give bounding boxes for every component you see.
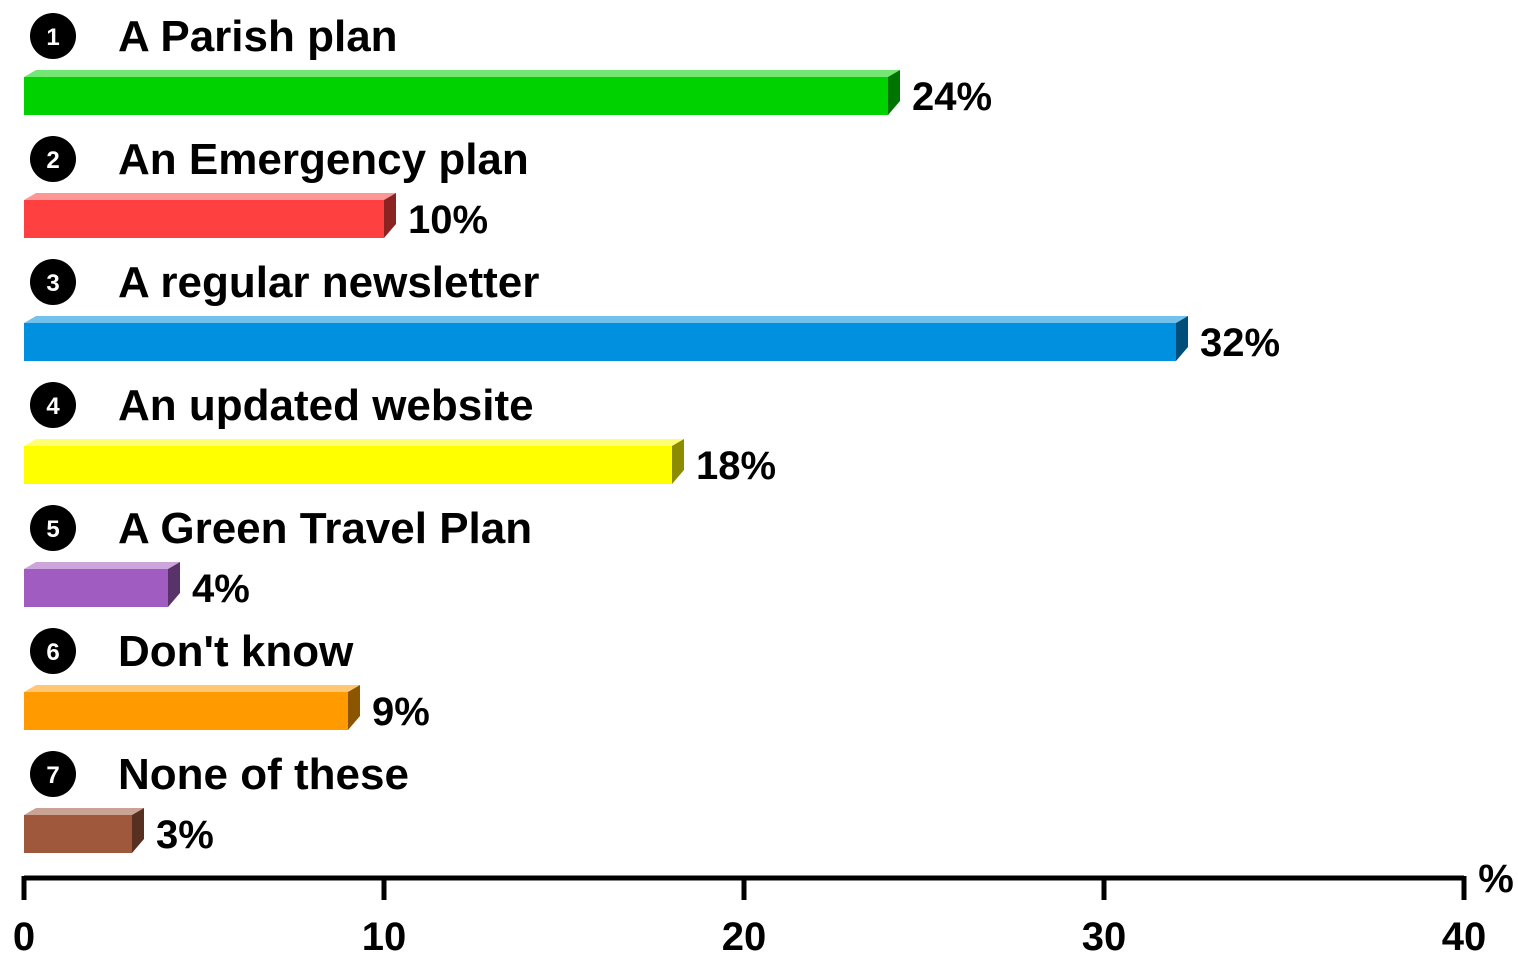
bar-side-face	[348, 685, 360, 730]
category-label: A Green Travel Plan	[118, 504, 532, 553]
value-label: 3%	[156, 813, 214, 857]
category-label: A Parish plan	[118, 12, 398, 61]
value-label: 9%	[372, 690, 430, 734]
bar	[24, 77, 888, 115]
category-label: None of these	[118, 750, 409, 799]
value-label: 10%	[408, 198, 488, 242]
bar	[24, 323, 1176, 361]
category-number: 2	[46, 147, 59, 174]
category-number-badge	[30, 628, 76, 674]
category-label: An updated website	[118, 381, 534, 430]
value-label: 24%	[912, 75, 992, 119]
bar-side-face	[1176, 316, 1188, 361]
category-number: 7	[46, 762, 59, 789]
x-tick-label: 30	[1082, 915, 1127, 954]
category-label: Don't know	[118, 627, 354, 676]
bar-side-face	[384, 193, 396, 238]
x-tick-label: 0	[13, 915, 35, 954]
category-number-badge	[30, 382, 76, 428]
bar	[24, 200, 384, 238]
bar-side-face	[168, 562, 180, 607]
bar-side-face	[888, 70, 900, 115]
value-label: 18%	[696, 444, 776, 488]
category-label: A regular newsletter	[118, 258, 539, 307]
bar	[24, 446, 672, 484]
bar-top-face	[24, 808, 144, 815]
bar-top-face	[24, 562, 180, 569]
bar-side-face	[132, 808, 144, 853]
category-number: 1	[46, 24, 59, 51]
category-label: An Emergency plan	[118, 135, 529, 184]
x-tick-label: 10	[362, 915, 407, 954]
x-tick-label: 20	[722, 915, 767, 954]
value-label: 32%	[1200, 321, 1280, 365]
bar-top-face	[24, 316, 1188, 323]
x-tick-label: 40	[1442, 915, 1487, 954]
bar-top-face	[24, 685, 360, 692]
bar-top-face	[24, 193, 396, 200]
bar	[24, 569, 168, 607]
bar-side-face	[672, 439, 684, 484]
category-number-badge	[30, 505, 76, 551]
bar	[24, 692, 348, 730]
category-number: 6	[46, 639, 59, 666]
x-axis-unit-label: %	[1478, 857, 1514, 901]
category-number-badge	[30, 259, 76, 305]
bar-top-face	[24, 70, 900, 77]
bar-top-face	[24, 439, 684, 446]
category-number: 4	[46, 393, 60, 420]
category-number: 3	[46, 270, 59, 297]
category-number: 5	[46, 516, 59, 543]
value-label: 4%	[192, 567, 250, 611]
category-number-badge	[30, 136, 76, 182]
category-number-badge	[30, 13, 76, 59]
bar	[24, 815, 132, 853]
category-number-badge	[30, 751, 76, 797]
